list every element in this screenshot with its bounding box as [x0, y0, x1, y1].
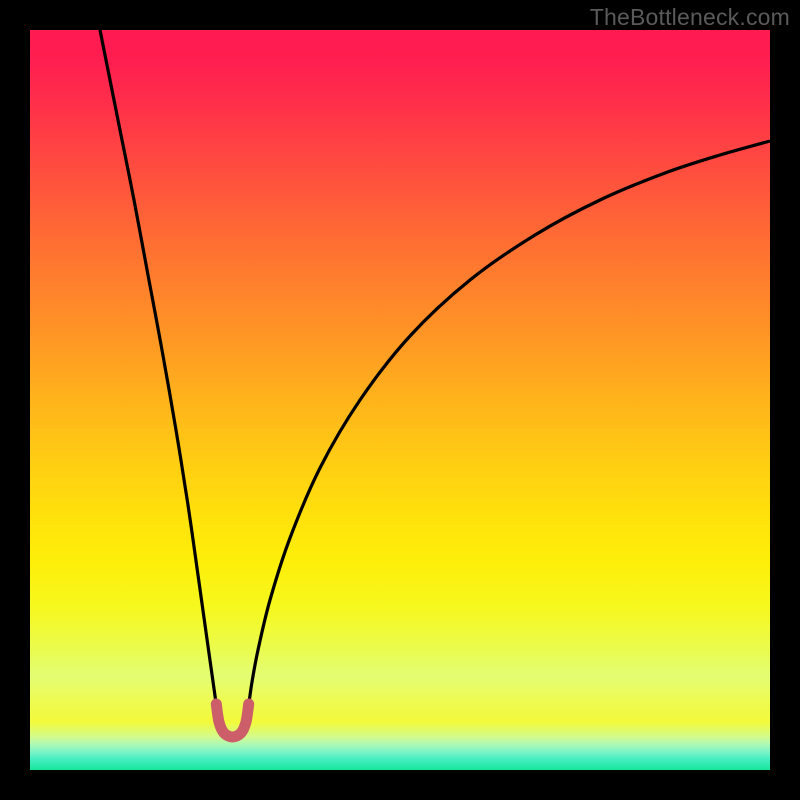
- chart-container: TheBottleneck.com: [0, 0, 800, 800]
- frame-left: [0, 0, 30, 800]
- frame-bottom: [0, 770, 800, 800]
- gradient-background: [30, 30, 770, 770]
- chart-svg: [0, 0, 800, 800]
- watermark-text: TheBottleneck.com: [590, 4, 790, 31]
- frame-right: [770, 0, 800, 800]
